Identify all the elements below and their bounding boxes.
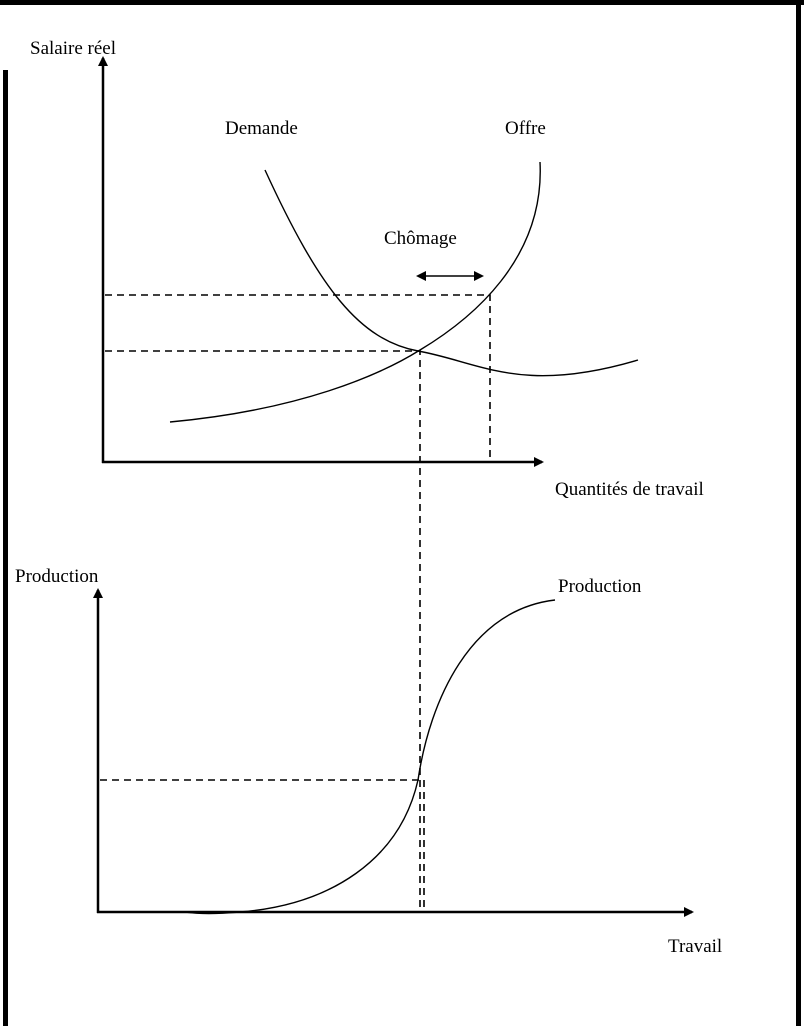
curve-label: Offre	[505, 118, 546, 139]
dashed-guide	[100, 779, 425, 912]
supply-curve	[169, 161, 541, 423]
frame-left	[3, 70, 8, 1026]
production-curve	[184, 599, 556, 915]
frame-top	[0, 0, 804, 5]
curve-label: Production	[558, 576, 642, 597]
y-axis-label: Salaire réel	[30, 38, 116, 59]
curve-label: Demande	[225, 118, 298, 139]
y-axis-label: Production	[15, 566, 99, 587]
frame-right	[796, 0, 801, 1026]
gap-label: Chômage	[384, 228, 457, 249]
x-axis-label: Travail	[668, 936, 722, 957]
dashed-guide	[105, 294, 491, 462]
demand-curve	[264, 169, 639, 377]
x-axis-label: Quantités de travail	[555, 479, 704, 500]
dashed-guide	[105, 350, 421, 912]
